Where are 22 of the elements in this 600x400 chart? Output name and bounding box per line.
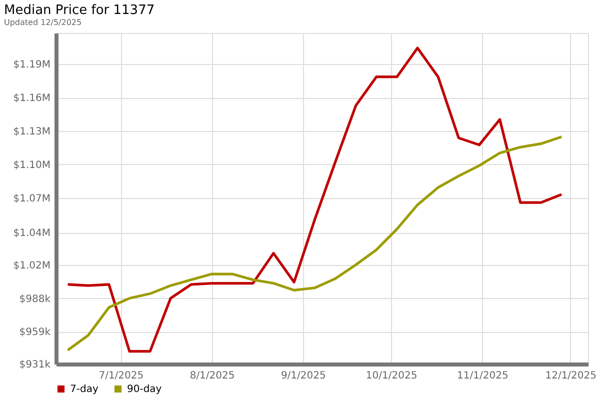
y-tick-label: $1.19M [13,60,50,71]
chart-subtitle: Updated 12/5/2025 [4,18,82,27]
legend-label: 90-day [127,384,162,395]
y-tick-label: $1.10M [13,160,50,171]
y-tick-label: $1.07M [13,194,50,205]
x-tick-label: 7/1/2025 [98,370,144,382]
y-tick-label: $1.16M [13,93,50,104]
x-tick-label: 8/1/2025 [190,370,235,382]
y-tick-label: $931k [19,360,51,370]
y-tick-label: $1.04M [13,228,50,240]
legend-label: 7-day [70,384,98,395]
y-tick-label: $1.02M [13,260,50,272]
line-series [66,136,563,352]
line-series [66,46,563,353]
y-tick-label: $988k [19,294,51,305]
x-tick-label: 12/1/2025 [545,370,597,382]
x-tick-label: 11/1/2025 [457,370,508,382]
chart-title: Median Price for 11377 [4,3,155,18]
y-tick-label: $1.13M [13,126,50,138]
x-tick-label: 9/1/2025 [280,370,326,382]
y-tick-label: $959k [19,327,51,338]
x-tick-label: 10/1/2025 [366,370,418,382]
